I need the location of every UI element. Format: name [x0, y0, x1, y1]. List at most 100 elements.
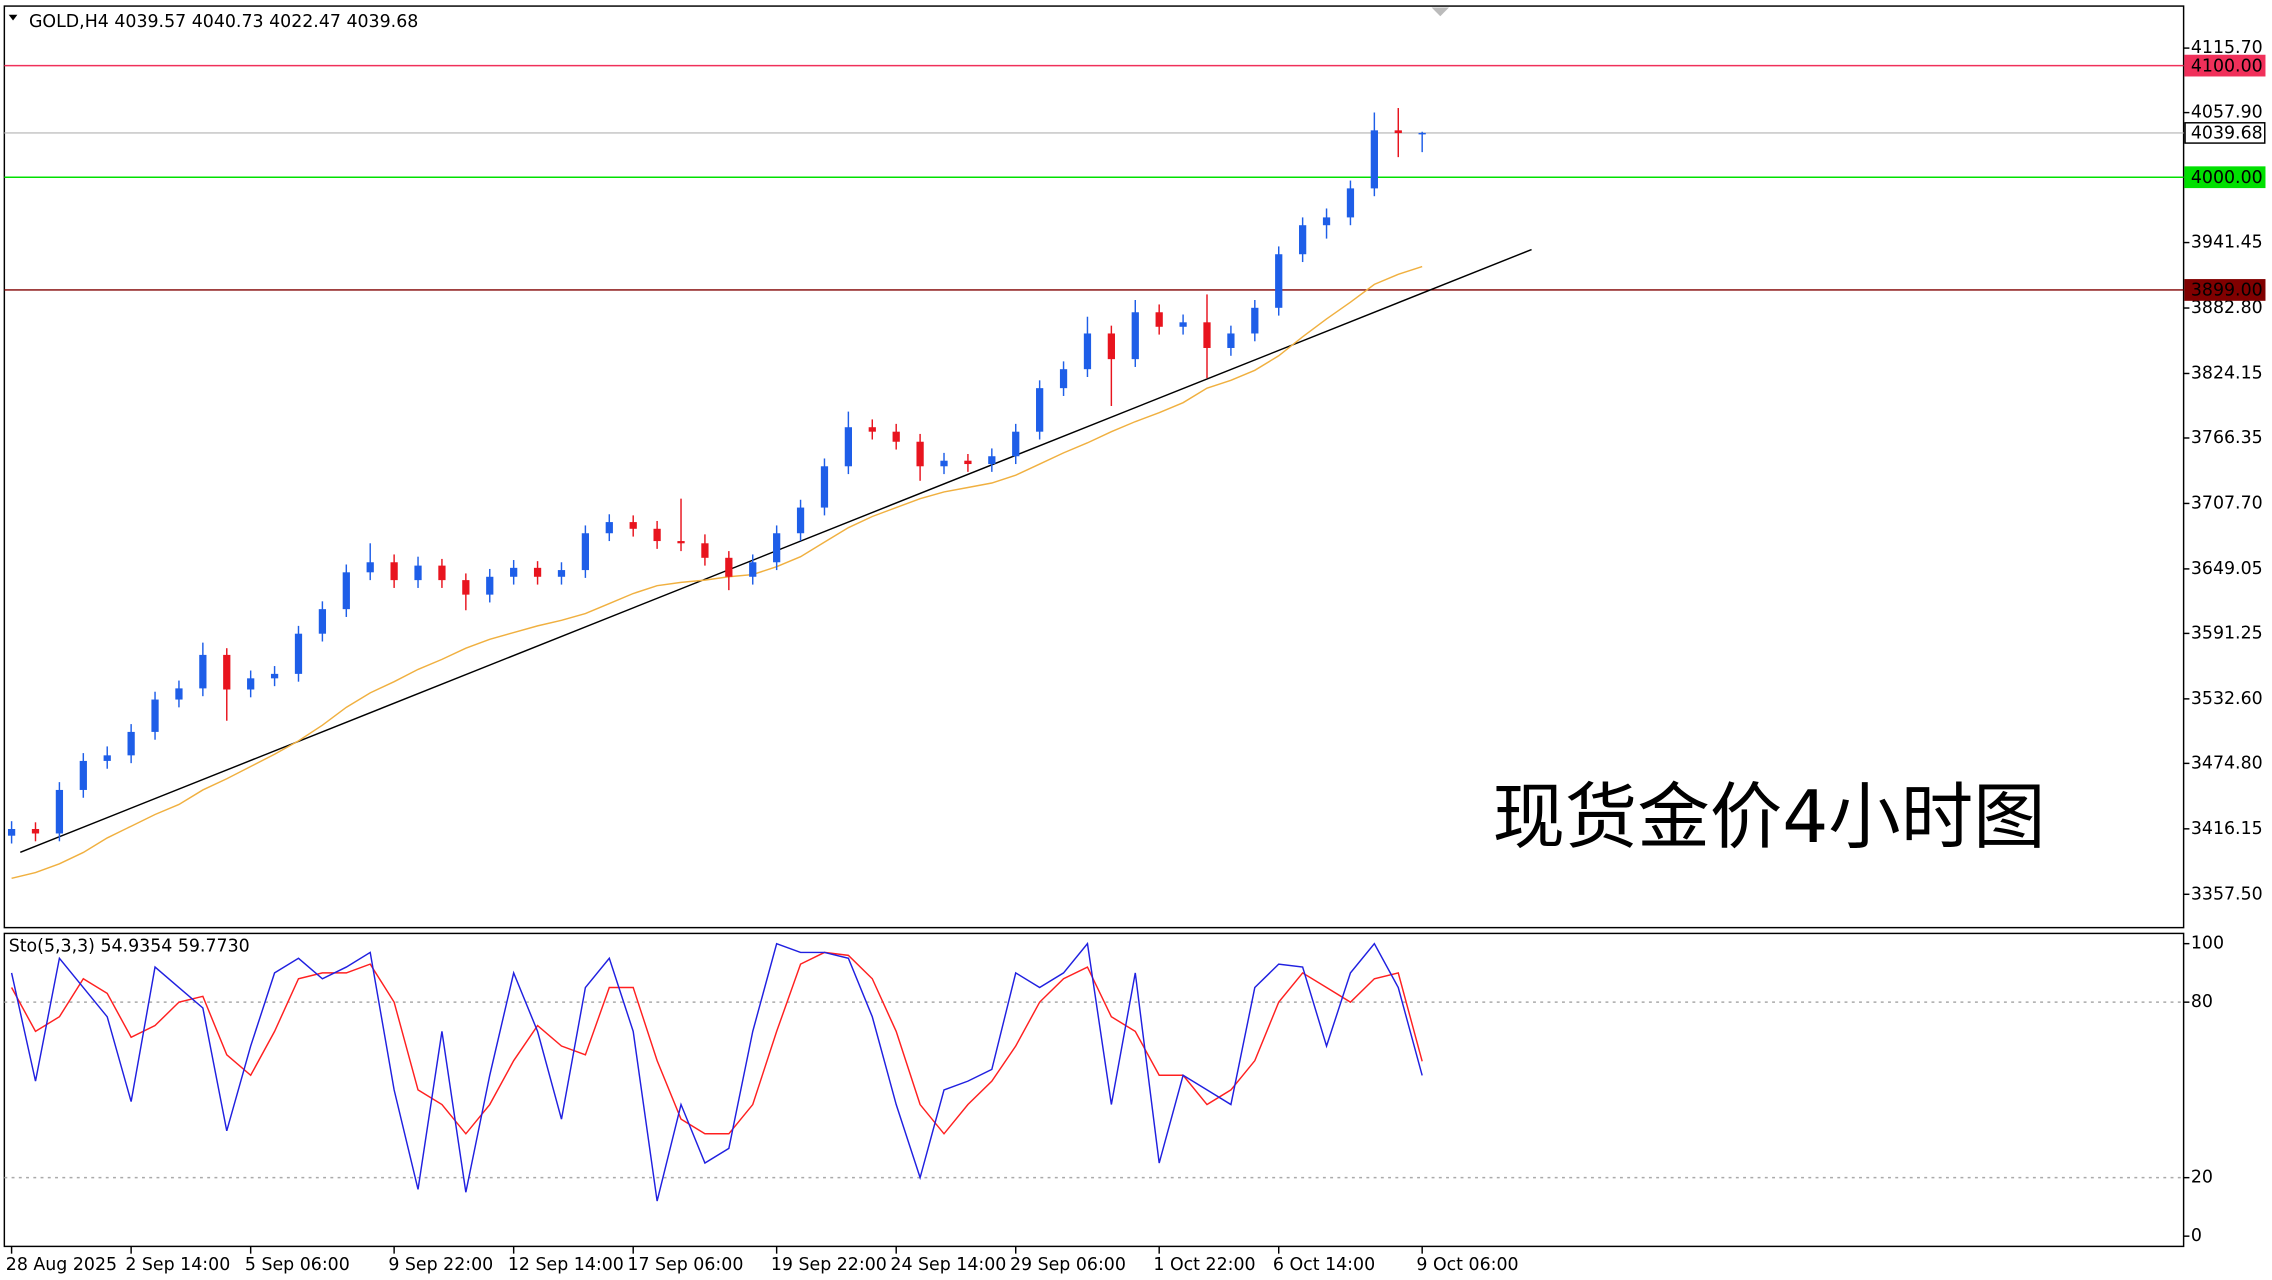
- candle-body: [510, 567, 518, 577]
- candle-body: [701, 543, 709, 558]
- stoch-panel-frame: [3, 932, 2185, 1248]
- candle-body: [988, 456, 996, 465]
- candle-body: [1203, 322, 1211, 348]
- candle-body: [820, 466, 829, 508]
- y-tick-label: 80: [2191, 992, 2213, 1012]
- candle-body: [151, 699, 159, 732]
- menu-arrow[interactable]: [8, 14, 18, 21]
- candle-body: [796, 507, 805, 534]
- moving-average: [11, 265, 1423, 880]
- candle-body: [1107, 333, 1115, 360]
- candle-body: [653, 528, 661, 542]
- x-tick-label: 19 Sep 22:00: [771, 1255, 887, 1275]
- candle-body: [462, 580, 470, 595]
- candle-body: [366, 562, 374, 573]
- indicator-title: Sto(5,3,3) 54.9354 59.7730: [9, 936, 250, 956]
- candle-body: [342, 572, 350, 610]
- x-tick-label: 9 Oct 06:00: [1416, 1255, 1518, 1275]
- y-tick-label: 3882.80: [2191, 298, 2263, 318]
- shift-marker: [1431, 7, 1449, 17]
- candle-body: [7, 829, 16, 836]
- candle-body: [223, 654, 231, 690]
- candle-body: [31, 829, 40, 834]
- candle-body: [486, 576, 494, 595]
- candle-body: [1370, 130, 1378, 189]
- candle-body: [127, 731, 135, 756]
- x-tick-label: 12 Sep 14:00: [508, 1255, 624, 1275]
- x-tick-label: 28 Aug 2025: [6, 1255, 117, 1275]
- chart-title: GOLD,H4 4039.57 4040.73 4022.47 4039.68: [29, 12, 418, 32]
- candle-body: [1322, 217, 1331, 226]
- main-panel-frame: [3, 5, 2185, 929]
- x-tick-label: 17 Sep 06:00: [627, 1255, 743, 1275]
- y-tick-label: 3357.50: [2191, 884, 2263, 904]
- candle-body: [294, 633, 303, 674]
- candle-body: [55, 789, 64, 834]
- stoch-line: [10, 951, 1423, 1135]
- candle-body: [318, 609, 327, 634]
- candle-body: [725, 557, 733, 577]
- y-tick-label: 100: [2191, 934, 2224, 954]
- y-tick-label: 3591.25: [2191, 623, 2263, 643]
- candle-body: [940, 460, 948, 467]
- x-tick-label: 6 Oct 14:00: [1273, 1255, 1375, 1275]
- candle-body: [1275, 254, 1283, 308]
- candle-body: [1418, 132, 1426, 135]
- candle-body: [1179, 322, 1187, 327]
- level-label: 4039.68: [2191, 124, 2263, 144]
- level-label-box: [2184, 122, 2266, 144]
- x-tick-label: 29 Sep 06:00: [1010, 1255, 1126, 1275]
- candle-body: [199, 654, 207, 689]
- candle-body: [557, 570, 566, 577]
- candle-body: [103, 755, 111, 761]
- y-tick-label: 3649.05: [2191, 559, 2263, 579]
- annotation: 现货金价4小时图: [1492, 776, 2045, 860]
- candle-body: [629, 522, 637, 529]
- candle-body: [1251, 307, 1259, 334]
- x-tick-label: 9 Sep 22:00: [388, 1255, 493, 1275]
- candle-body: [916, 441, 924, 467]
- candle-body: [1227, 333, 1235, 348]
- candle-body: [247, 678, 255, 690]
- candle-body: [390, 562, 398, 581]
- candle-body: [1155, 312, 1163, 327]
- candle-body: [581, 533, 590, 571]
- candle-body: [1036, 388, 1044, 432]
- candle-body: [964, 460, 972, 465]
- candle-body: [892, 431, 900, 442]
- candle-body: [1346, 188, 1355, 218]
- level-label: 3899.00: [2191, 281, 2263, 301]
- candle-body: [79, 760, 87, 790]
- candle-body: [1394, 130, 1402, 134]
- candle-body: [605, 522, 613, 534]
- candle-body: [175, 688, 183, 700]
- y-tick-label: 0: [2191, 1226, 2202, 1246]
- candle-body: [677, 541, 685, 544]
- y-tick-label: 3824.15: [2191, 363, 2263, 383]
- stoch-line: [10, 941, 1423, 1202]
- y-tick-label: 4057.90: [2191, 103, 2263, 123]
- candle-body: [1299, 225, 1307, 255]
- x-tick-label: 24 Sep 14:00: [890, 1255, 1006, 1275]
- candle-body: [868, 427, 876, 432]
- plot-layer: 4115.70 4057.90 3941.45 3882.80 3824.15 3766.…: [4, 38, 2266, 1275]
- y-tick-label: 3707.70: [2191, 493, 2263, 513]
- level-label-box: [2184, 54, 2266, 77]
- y-tick-label: 20: [2191, 1168, 2213, 1188]
- candle-body: [1083, 333, 1092, 370]
- level-label-box: [2184, 279, 2266, 301]
- level-label: 4000.00: [2191, 168, 2263, 188]
- candle-body: [1131, 312, 1139, 360]
- x-tick-label: 5 Sep 06:00: [245, 1255, 350, 1275]
- y-tick-label: 4115.70: [2191, 38, 2263, 58]
- candle-body: [414, 565, 422, 581]
- level-label-box: [2184, 166, 2266, 189]
- candle-body: [533, 567, 542, 577]
- y-tick-label: 3941.45: [2191, 233, 2263, 253]
- candle-body: [749, 562, 757, 577]
- candle-body: [773, 533, 781, 563]
- x-tick-label: 2 Sep 14:00: [125, 1255, 230, 1275]
